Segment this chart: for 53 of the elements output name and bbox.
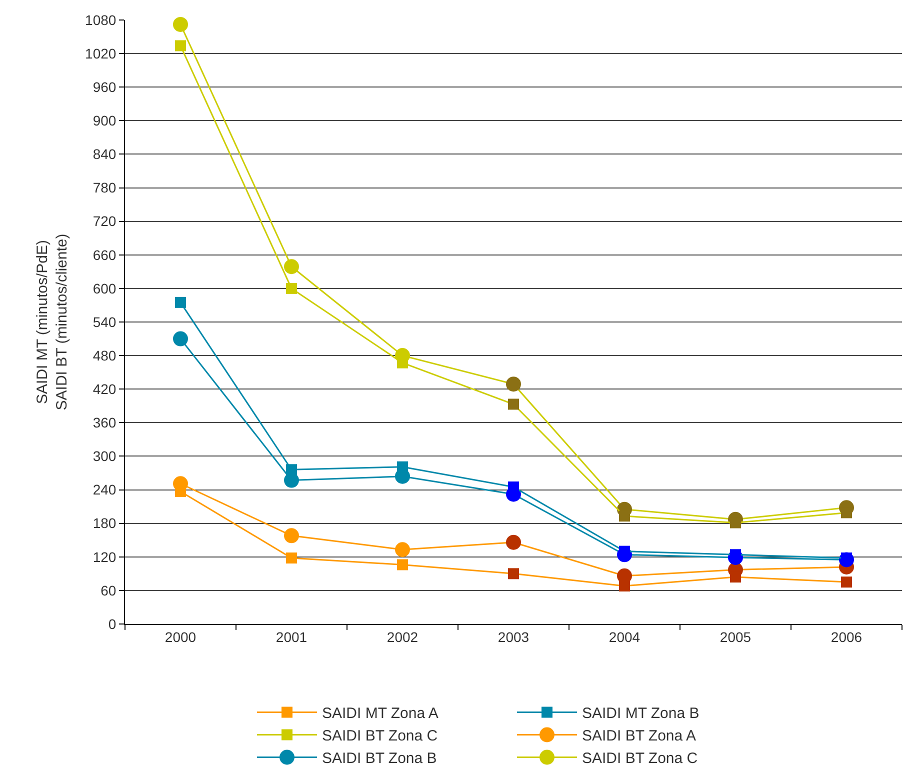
x-tick-label: 2004 xyxy=(608,628,640,645)
y-tick-label: 300 xyxy=(92,448,116,464)
point xyxy=(619,580,630,592)
y-tick-label: 600 xyxy=(92,280,116,296)
y-tick-label: 420 xyxy=(92,381,116,398)
legend-label: SAIDI MT Zona B xyxy=(582,705,700,722)
point xyxy=(508,481,519,492)
legend-label: SAIDI BT Zona B xyxy=(322,750,437,768)
x-tick-label: 2006 xyxy=(830,628,862,645)
x-tick-label: 2000 xyxy=(164,628,196,645)
y-axis-title: SAIDI MT (minutos/PdE) SAIDI BT (minutos/cliente) xyxy=(34,234,70,410)
x-tick-label: 2001 xyxy=(276,628,308,645)
point xyxy=(175,296,186,308)
point xyxy=(286,464,297,476)
point xyxy=(397,559,408,570)
point xyxy=(506,534,521,550)
legend-label: SAIDI BT Zona C xyxy=(322,728,438,745)
y-tick-label: 480 xyxy=(92,347,116,364)
legend-label: SAIDI BT Zona A xyxy=(582,728,696,745)
y-tick-label: 120 xyxy=(92,548,116,565)
x-tick-label: 2005 xyxy=(720,628,752,645)
y-tick-label: 1080 xyxy=(85,12,116,28)
y-tick-label: 540 xyxy=(92,314,116,330)
y-tick-label: 780 xyxy=(92,180,116,196)
point xyxy=(619,510,630,522)
point xyxy=(841,576,852,588)
x-tick-label: 2002 xyxy=(386,628,418,645)
y-tick-label: 1020 xyxy=(85,45,116,62)
y-tick-label: 660 xyxy=(92,246,116,263)
legend-label: SAIDI BT Zona C xyxy=(582,750,698,768)
point xyxy=(173,16,188,32)
point xyxy=(175,40,186,52)
y-tick-label: 240 xyxy=(92,482,116,498)
point xyxy=(173,331,188,346)
y-tick-label: 180 xyxy=(92,515,116,532)
point xyxy=(395,542,410,558)
point xyxy=(508,398,519,410)
y-tick-label: 900 xyxy=(92,112,116,129)
y-tick-label: 0 xyxy=(108,616,116,632)
y-tick-label: 720 xyxy=(92,213,116,230)
point xyxy=(508,568,519,580)
point xyxy=(397,461,408,472)
y-tick-label: 960 xyxy=(92,79,116,96)
x-tick-label: 2003 xyxy=(498,628,530,645)
point xyxy=(284,259,299,274)
point xyxy=(286,282,297,294)
y-tick-label: 60 xyxy=(100,582,116,598)
point xyxy=(284,528,299,544)
legend-label: SAIDI MT Zona A xyxy=(322,705,438,722)
y-tick-label: 840 xyxy=(92,146,116,162)
point xyxy=(286,552,297,564)
point xyxy=(506,376,521,392)
y-tick-label: 360 xyxy=(92,414,116,431)
